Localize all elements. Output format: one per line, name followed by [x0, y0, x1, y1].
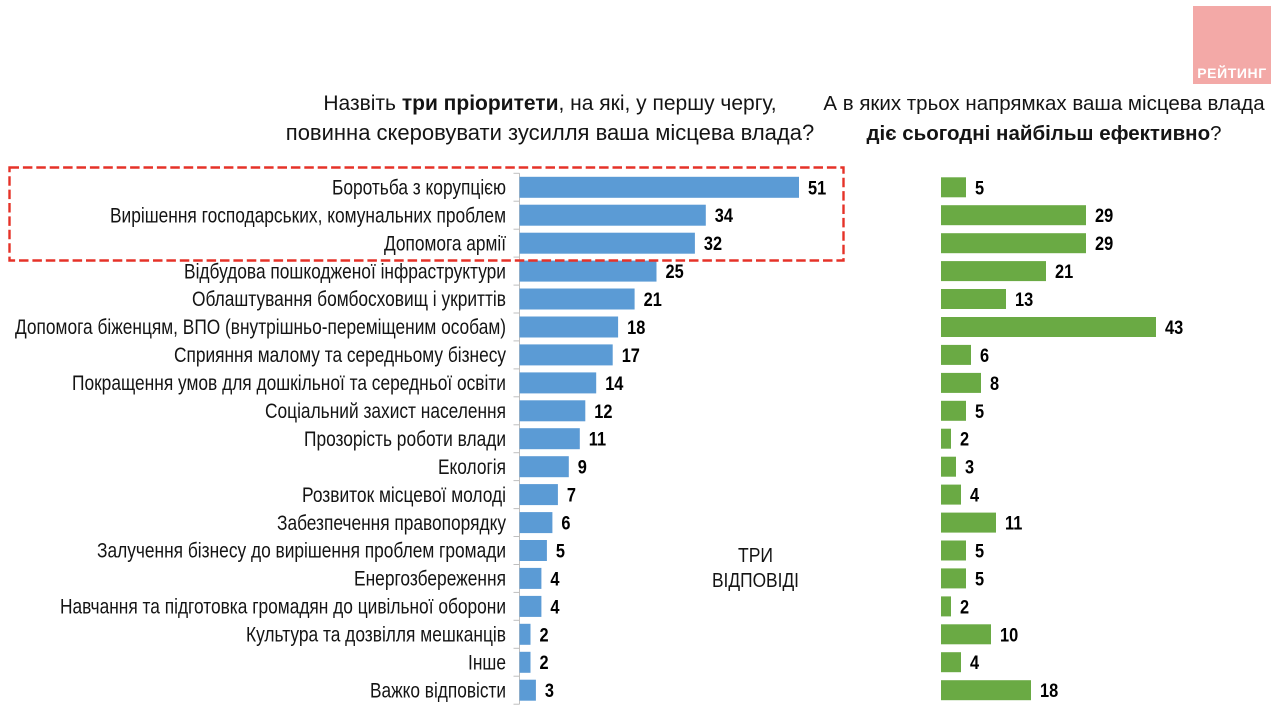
svg-text:5: 5 [975, 178, 984, 199]
svg-text:Боротьба з корупцією: Боротьба з корупцією [332, 177, 506, 200]
svg-text:11: 11 [589, 430, 607, 451]
svg-text:ТРИ: ТРИ [738, 545, 773, 567]
svg-text:34: 34 [715, 206, 734, 227]
svg-text:Забезпечення правопорядку: Забезпечення правопорядку [277, 512, 506, 535]
svg-text:2: 2 [960, 597, 969, 618]
svg-text:Облаштування бомбосховищ і укр: Облаштування бомбосховищ і укриттів [192, 288, 506, 311]
svg-text:29: 29 [1095, 234, 1113, 255]
svg-text:3: 3 [965, 458, 974, 479]
svg-text:32: 32 [704, 234, 722, 255]
svg-text:Енергозбереження: Енергозбереження [354, 568, 506, 591]
svg-text:7: 7 [567, 486, 576, 507]
svg-text:2: 2 [540, 653, 549, 674]
svg-text:9: 9 [578, 458, 587, 479]
svg-text:18: 18 [1040, 681, 1058, 702]
svg-text:Вирішення господарських, комун: Вирішення господарських, комунальних про… [110, 204, 506, 227]
svg-text:Допомога армії: Допомога армії [384, 232, 506, 255]
svg-text:4: 4 [550, 569, 559, 590]
svg-text:2: 2 [960, 430, 969, 451]
svg-text:2: 2 [540, 625, 549, 646]
svg-text:14: 14 [605, 374, 624, 395]
svg-text:29: 29 [1095, 206, 1113, 227]
svg-text:5: 5 [556, 542, 565, 563]
svg-text:5: 5 [975, 569, 984, 590]
svg-text:Соціальний захист населення: Соціальний захист населення [265, 400, 506, 423]
svg-text:17: 17 [622, 346, 640, 367]
svg-text:Навчання та підготовка громадя: Навчання та підготовка громадян до цивіл… [60, 596, 506, 619]
svg-text:Назвіть три пріоритети, на які: Назвіть три пріоритети, на які, у першу … [323, 92, 776, 115]
svg-text:18: 18 [627, 318, 645, 339]
svg-text:21: 21 [644, 290, 663, 311]
svg-text:51: 51 [808, 178, 827, 199]
svg-text:повинна скеровувати зусилля ва: повинна скеровувати зусилля ваша місцева… [286, 120, 814, 145]
svg-text:4: 4 [970, 653, 979, 674]
svg-text:Прозорість роботи влади: Прозорість роботи влади [304, 428, 506, 451]
svg-text:25: 25 [666, 262, 685, 283]
svg-text:Екологія: Екологія [438, 456, 506, 479]
svg-text:Сприяння малому та середньому: Сприяння малому та середньому бізнесу [174, 344, 506, 367]
svg-text:Покращення умов для дошкільної: Покращення умов для дошкільної та середн… [72, 372, 506, 395]
svg-text:6: 6 [980, 346, 989, 367]
svg-text:РЕЙТИНГ: РЕЙТИНГ [1197, 64, 1267, 81]
svg-text:діє сьогодні найбільш ефективн: діє сьогодні найбільш ефективно? [867, 122, 1222, 145]
svg-text:3: 3 [545, 681, 554, 702]
svg-text:Інше: Інше [468, 652, 506, 675]
svg-text:4: 4 [970, 486, 979, 507]
svg-text:43: 43 [1165, 318, 1183, 339]
svg-text:Відбудова пошкодженої інфрастр: Відбудова пошкодженої інфраструктури [184, 260, 506, 283]
svg-text:21: 21 [1055, 262, 1074, 283]
svg-text:5: 5 [975, 542, 984, 563]
svg-text:6: 6 [561, 514, 570, 535]
svg-text:8: 8 [990, 374, 999, 395]
svg-text:Культура та дозвілля мешканців: Культура та дозвілля мешканців [246, 624, 506, 647]
svg-text:Залучення бізнесу до вирішення: Залучення бізнесу до вирішення проблем г… [97, 540, 506, 563]
svg-text:5: 5 [975, 402, 984, 423]
svg-text:Важко відповісти: Важко відповісти [370, 679, 506, 702]
svg-text:Розвиток місцевої молоді: Розвиток місцевої молоді [302, 484, 506, 507]
svg-text:13: 13 [1015, 290, 1033, 311]
svg-text:А в яких трьох напрямках ваша: А в яких трьох напрямках ваша місцева вл… [823, 92, 1265, 115]
svg-text:4: 4 [550, 597, 559, 618]
svg-text:Допомога біженцям, ВПО (внутрі: Допомога біженцям, ВПО (внутрішньо-перем… [15, 316, 506, 339]
svg-text:11: 11 [1005, 514, 1023, 535]
svg-text:12: 12 [594, 402, 612, 423]
svg-text:10: 10 [1000, 625, 1018, 646]
svg-text:ВІДПОВІДІ: ВІДПОВІДІ [712, 570, 799, 592]
